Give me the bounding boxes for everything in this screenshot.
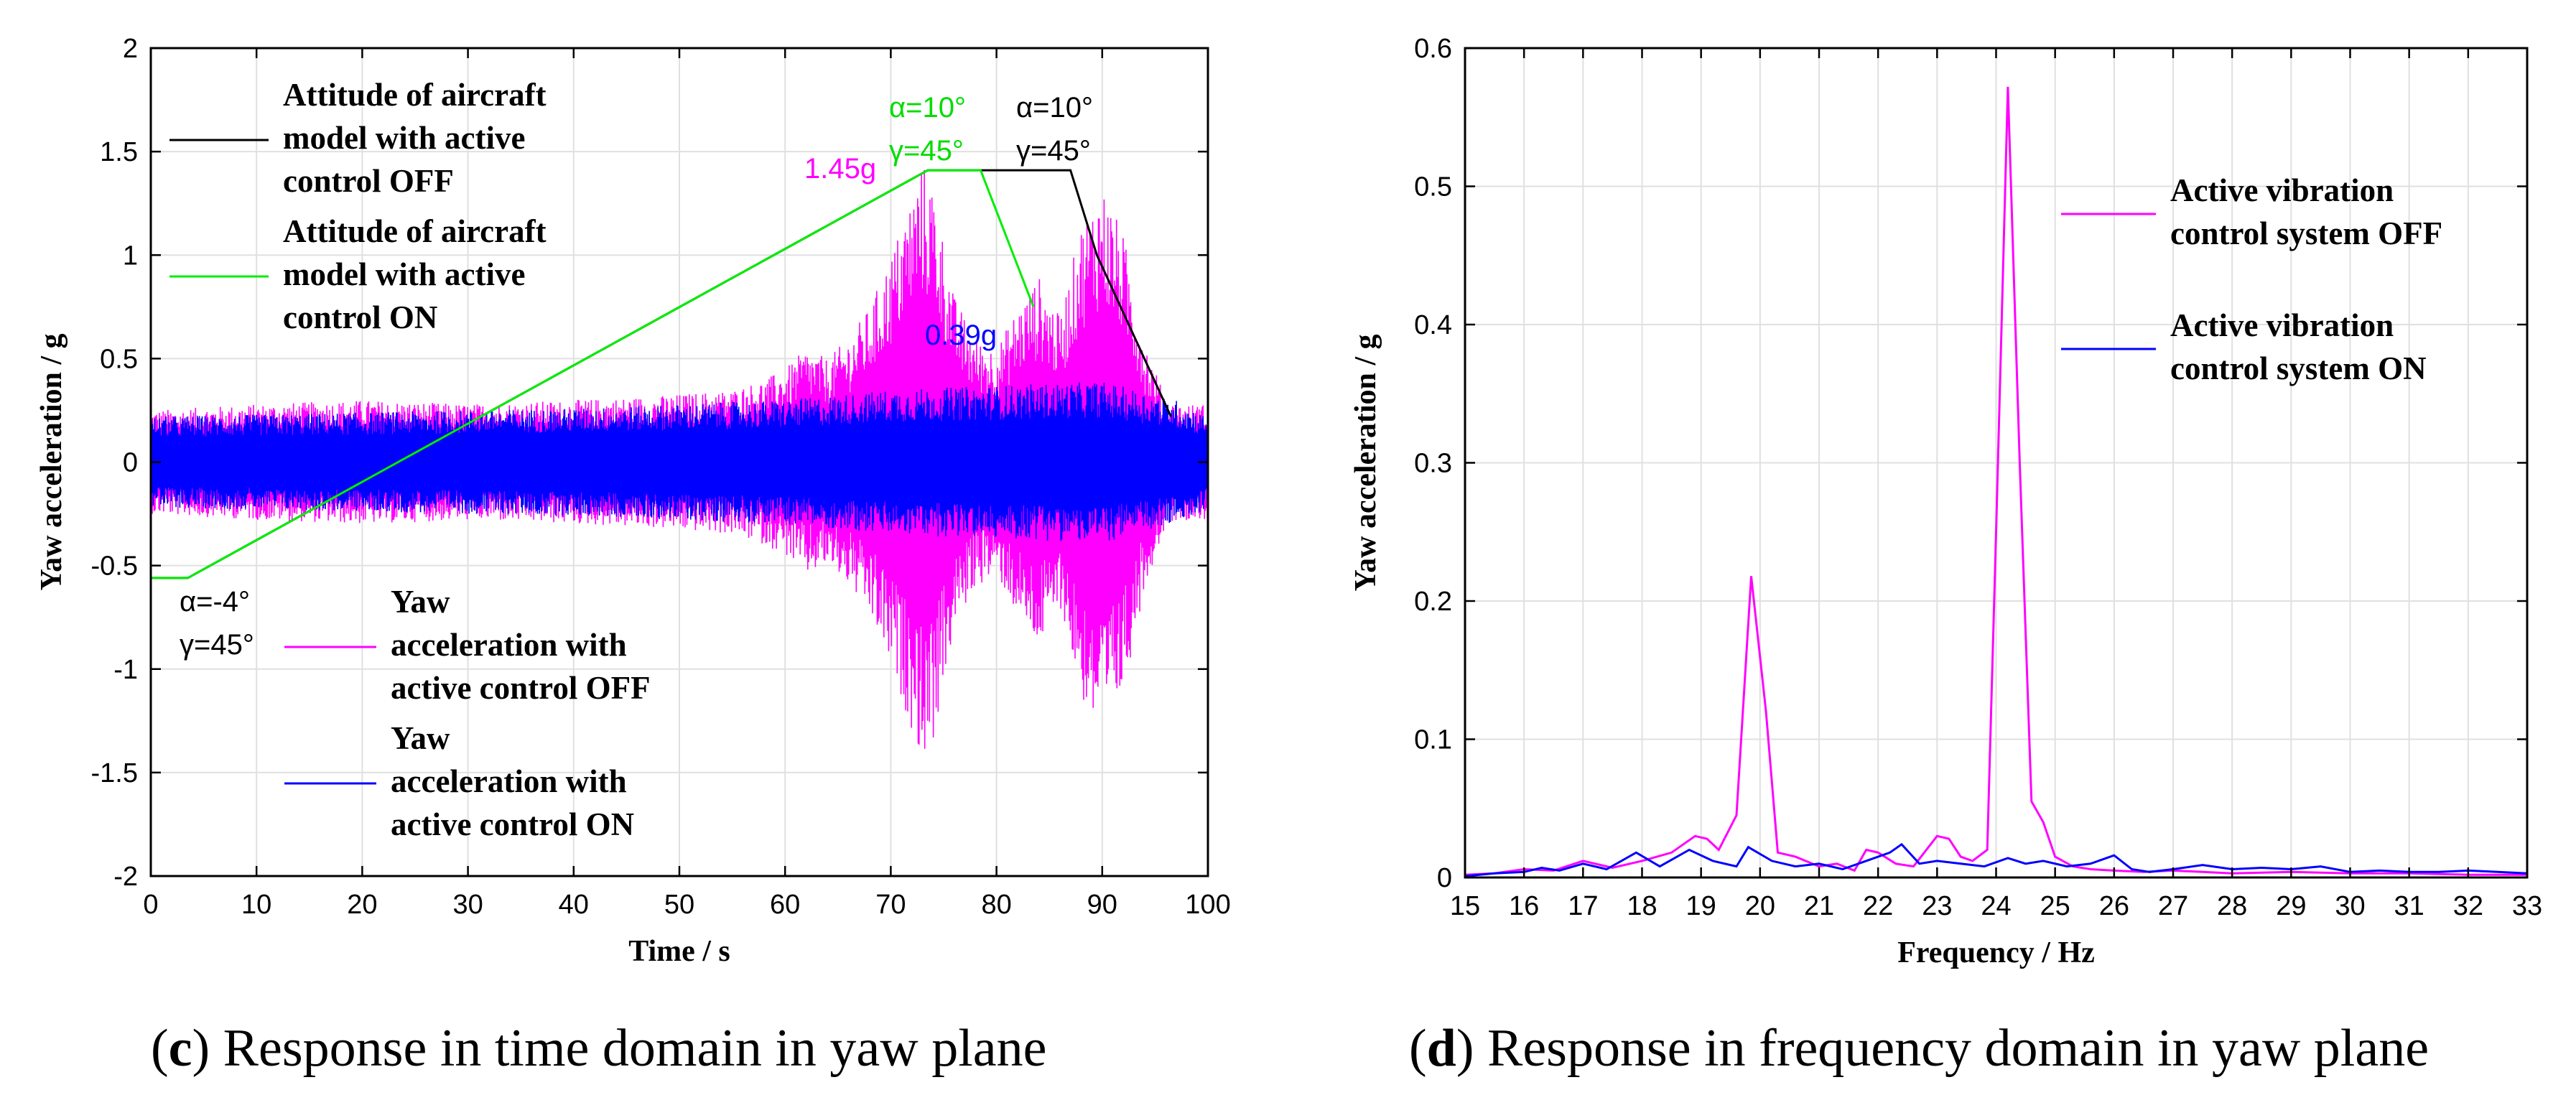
c-ytick-label-5: 0.5 xyxy=(100,344,138,374)
c-legend-acc-off-text-2: active control OFF xyxy=(391,670,651,706)
c-legend-attitude-on-text-1: model with active xyxy=(283,256,525,292)
d-xtick-label-14: 29 xyxy=(2276,891,2306,921)
c-annotation-0: α=10° xyxy=(889,92,966,124)
caption-time-domain: (c) Response in time domain in yaw plane xyxy=(151,1019,1047,1078)
caption-frequency-domain: (d) Response in frequency domain in yaw … xyxy=(1409,1019,2429,1078)
c-ytick-label-6: 1 xyxy=(123,241,138,271)
d-xtick-label-17: 32 xyxy=(2453,891,2483,921)
c-xtick-label-0: 0 xyxy=(143,890,158,920)
d-xlabel: Frequency / Hz xyxy=(1897,936,2095,969)
c-series-attitude-on xyxy=(151,169,1035,579)
c-legend-acc-on-text-2: active control ON xyxy=(391,806,634,842)
c-annotation-3: γ=45° xyxy=(1016,135,1091,167)
d-ytick-label-0: 0 xyxy=(1437,863,1452,893)
c-legend-acc-off-text-1: acceleration with xyxy=(391,627,627,663)
c-xtick-label-7: 70 xyxy=(875,890,906,920)
d-xtick-label-15: 30 xyxy=(2335,891,2365,921)
caption-text-c: Response in time domain in yaw plane xyxy=(223,1019,1047,1078)
d-xtick-label-0: 15 xyxy=(1450,891,1480,921)
d-ytick-label-6: 0.6 xyxy=(1414,34,1452,64)
d-xtick-label-18: 33 xyxy=(2512,891,2542,921)
d-legend-control-on-text-1: control system ON xyxy=(2170,350,2427,386)
c-xtick-label-3: 30 xyxy=(452,890,483,920)
c-annotation-7: γ=45° xyxy=(180,629,254,661)
panel-label-d: d xyxy=(1426,1019,1456,1078)
d-ytick-label-2: 0.2 xyxy=(1414,587,1452,617)
c-legend-attitude-on-text-2: control ON xyxy=(283,299,437,335)
c-xtick-label-10: 100 xyxy=(1185,890,1230,920)
d-ytick-label-3: 0.3 xyxy=(1414,449,1452,479)
d-ylabel: Yaw acceleration / g xyxy=(1349,334,1382,591)
c-annotation-5: 0.39g xyxy=(925,320,997,351)
c-ytick-label-3: -0.5 xyxy=(91,551,138,582)
c-annotation-2: α=10° xyxy=(1016,92,1093,124)
c-annotation-1: γ=45° xyxy=(889,135,964,167)
d-xtick-label-8: 23 xyxy=(1922,891,1952,921)
c-xtick-label-5: 50 xyxy=(664,890,694,920)
d-xtick-label-12: 27 xyxy=(2158,891,2188,921)
c-ytick-label-8: 2 xyxy=(123,34,138,64)
d-xtick-label-1: 16 xyxy=(1509,891,1539,921)
c-legend-acc-off-text-0: Yaw xyxy=(391,584,450,620)
d-xtick-label-3: 18 xyxy=(1627,891,1657,921)
c-legend-attitude-off-text-0: Attitude of aircraft xyxy=(283,77,547,113)
c-annotation-6: α=-4° xyxy=(180,586,250,618)
c-xtick-label-1: 10 xyxy=(241,890,271,920)
d-xtick-label-6: 21 xyxy=(1804,891,1834,921)
c-legend-attitude-on-text-0: Attitude of aircraft xyxy=(283,213,547,249)
d-ytick-label-1: 0.1 xyxy=(1414,725,1452,755)
d-xtick-label-4: 19 xyxy=(1686,891,1716,921)
c-ytick-label-0: -2 xyxy=(113,862,138,892)
d-ytick-label-4: 0.4 xyxy=(1414,310,1452,340)
d-xtick-label-2: 17 xyxy=(1568,891,1598,921)
frequency-domain-chart: 15 16 17 18 19 20 21 22 23 24 25 26 27 28 29 30 31 32 33 0 0… xyxy=(1349,34,2542,969)
c-xtick-label-6: 60 xyxy=(770,890,800,920)
d-xtick-label-10: 25 xyxy=(2040,891,2070,921)
c-ytick-label-4: 0 xyxy=(123,448,138,478)
d-legend-control-on-text-0: Active vibration xyxy=(2170,307,2394,343)
c-ytick-label-1: -1.5 xyxy=(91,758,138,788)
panel-label-c: c xyxy=(168,1019,192,1078)
c-xlabel: Time / s xyxy=(628,935,730,968)
c-legend-acc-on-text-0: Yaw xyxy=(391,720,450,756)
c-xtick-label-4: 40 xyxy=(559,890,589,920)
d-xtick-label-11: 26 xyxy=(2099,891,2129,921)
c-legend-attitude-off-text-2: control OFF xyxy=(283,163,454,199)
c-ytick-label-7: 1.5 xyxy=(100,137,138,167)
c-xtick-label-9: 90 xyxy=(1087,890,1117,920)
c-ylabel: Yaw acceleration / g xyxy=(35,333,68,590)
c-ytick-label-2: -1 xyxy=(113,655,138,685)
d-legend-control-off-text-0: Active vibration xyxy=(2170,172,2394,208)
d-series-control-on xyxy=(1464,842,2528,877)
d-xtick-label-9: 24 xyxy=(1981,891,2011,921)
d-legend-control-off-text-1: control system OFF xyxy=(2170,215,2442,251)
c-annotation-4: 1.45g xyxy=(804,153,876,185)
d-xtick-label-7: 22 xyxy=(1863,891,1893,921)
c-legend-acc-on-text-1: acceleration with xyxy=(391,763,627,799)
caption-text-d: Response in frequency domain in yaw plan… xyxy=(1487,1019,2429,1078)
d-xtick-label-13: 28 xyxy=(2217,891,2247,921)
c-legend-attitude-off-text-1: model with active xyxy=(283,120,525,156)
d-xtick-label-5: 20 xyxy=(1745,891,1775,921)
c-series-on-acceleration xyxy=(150,382,1209,541)
d-ytick-label-5: 0.5 xyxy=(1414,172,1452,202)
time-domain-chart: 0 10 20 30 40 50 60 70 80 90 100 -2 -1.5 -1 -0.5 0 0.5 1 1… xyxy=(35,34,1231,968)
c-xtick-label-8: 80 xyxy=(981,890,1011,920)
c-xtick-label-2: 20 xyxy=(347,890,377,920)
d-xtick-label-16: 31 xyxy=(2394,891,2424,921)
